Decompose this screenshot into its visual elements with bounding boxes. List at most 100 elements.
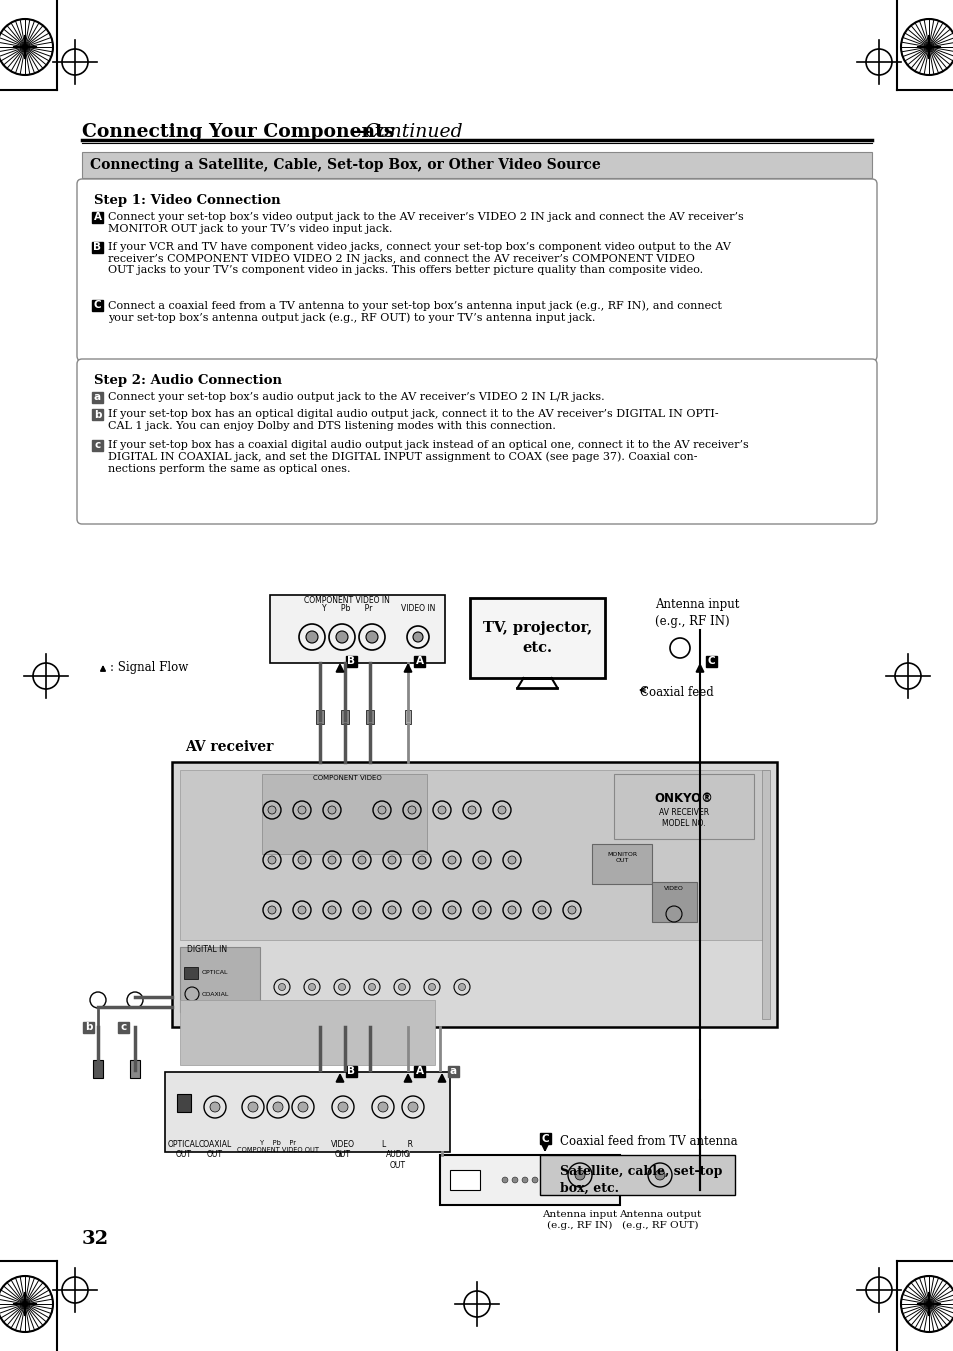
Bar [180,770,768,940]
Bar [91,300,103,311]
Bar [82,153,871,178]
Bar [91,440,103,451]
Circle shape [297,807,306,815]
Polygon shape [0,19,53,76]
Circle shape [567,907,576,915]
Circle shape [398,984,405,990]
Text: COAXIAL
OUT: COAXIAL OUT [198,1140,232,1159]
Bar [448,1066,458,1077]
Text: Connecting a Satellite, Cable, Set-top Box, or Other Video Source: Connecting a Satellite, Cable, Set-top B… [90,158,600,172]
Text: Coaxial feed from TV antenna: Coaxial feed from TV antenna [559,1135,737,1148]
Circle shape [328,807,335,815]
Circle shape [278,984,285,990]
Polygon shape [0,1275,53,1332]
Text: VIDEO
OUT: VIDEO OUT [331,1140,355,1159]
Circle shape [507,857,516,865]
Bar [340,711,349,724]
Text: AV receiver: AV receiver [185,740,274,754]
Circle shape [368,984,375,990]
Polygon shape [900,1275,953,1332]
Circle shape [308,984,315,990]
Circle shape [306,631,317,643]
Text: Y      Pb      Pr: Y Pb Pr [321,604,372,613]
Circle shape [297,857,306,865]
Circle shape [477,857,485,865]
Text: Antenna input
(e.g., RF IN): Antenna input (e.g., RF IN) [542,1210,617,1231]
Text: B: B [347,1066,355,1077]
Bar [414,657,424,667]
Text: OPTICAL
OUT: OPTICAL OUT [168,1140,200,1159]
Bar [315,711,324,724]
Circle shape [477,907,485,915]
Circle shape [388,857,395,865]
Text: OPTICAL: OPTICAL [202,970,229,975]
Circle shape [521,1177,527,1183]
Text: Continued: Continued [364,123,462,141]
Text: L         R
AUDIO
OUT: L R AUDIO OUT [382,1140,413,1170]
Circle shape [537,907,545,915]
Bar [346,1066,356,1077]
Circle shape [297,1102,308,1112]
Circle shape [328,907,335,915]
Bar [614,774,753,839]
Text: Antenna input
(e.g., RF IN): Antenna input (e.g., RF IN) [655,598,739,628]
Bar [346,657,356,667]
Text: : Signal Flow: : Signal Flow [110,662,188,674]
Text: C: C [93,300,101,311]
Text: B: B [93,242,101,253]
Circle shape [328,857,335,865]
Text: Antenna output
(e.g., RF OUT): Antenna output (e.g., RF OUT) [618,1210,700,1231]
Circle shape [497,807,505,815]
Bar [91,392,103,403]
Text: a: a [93,393,101,403]
Circle shape [268,907,275,915]
Circle shape [337,1102,348,1112]
Bar [184,967,198,979]
Bar [539,1155,734,1196]
Text: A: A [93,212,101,223]
Text: A: A [416,657,423,666]
Text: Satellite, cable, set-top
box, etc.: Satellite, cable, set-top box, etc. [559,1165,721,1196]
Bar [366,711,374,724]
Circle shape [268,857,275,865]
Text: B: B [347,657,355,666]
Text: C: C [541,1133,549,1143]
FancyBboxPatch shape [77,178,876,361]
Bar [130,1061,140,1078]
Circle shape [501,1177,507,1183]
Text: C: C [707,657,715,666]
Circle shape [248,1102,257,1112]
Text: ONKYO®: ONKYO® [654,792,713,805]
Circle shape [458,984,465,990]
Text: A: A [416,1066,423,1077]
Text: c: c [120,1023,127,1032]
Bar [470,598,604,678]
Text: Connect your set-top box’s audio output jack to the AV receiver’s VIDEO 2 IN L/R: Connect your set-top box’s audio output … [108,392,604,403]
Text: If your set-top box has an optical digital audio output jack, connect it to the : If your set-top box has an optical digit… [108,409,718,431]
Circle shape [335,631,348,643]
Circle shape [210,1102,220,1112]
Circle shape [575,1170,584,1179]
Text: 32: 32 [82,1229,109,1248]
Bar [177,1094,191,1112]
Bar [539,1133,551,1144]
Circle shape [366,631,377,643]
Text: COMPONENT VIDEO: COMPONENT VIDEO [313,775,381,781]
Text: Connecting Your Components: Connecting Your Components [82,123,394,141]
Circle shape [388,907,395,915]
Bar [165,1071,450,1152]
Bar [180,1000,435,1065]
Bar [592,844,651,884]
Bar [439,1155,619,1205]
Text: c: c [94,440,100,450]
Text: a: a [450,1066,456,1077]
Circle shape [417,907,426,915]
Bar [405,711,411,724]
Text: If your set-top box has a coaxial digital audio output jack instead of an optica: If your set-top box has a coaxial digita… [108,440,748,474]
Bar [270,594,444,663]
Circle shape [437,807,446,815]
Bar [118,1021,129,1034]
Circle shape [428,984,435,990]
Circle shape [448,907,456,915]
Bar [180,947,260,1012]
